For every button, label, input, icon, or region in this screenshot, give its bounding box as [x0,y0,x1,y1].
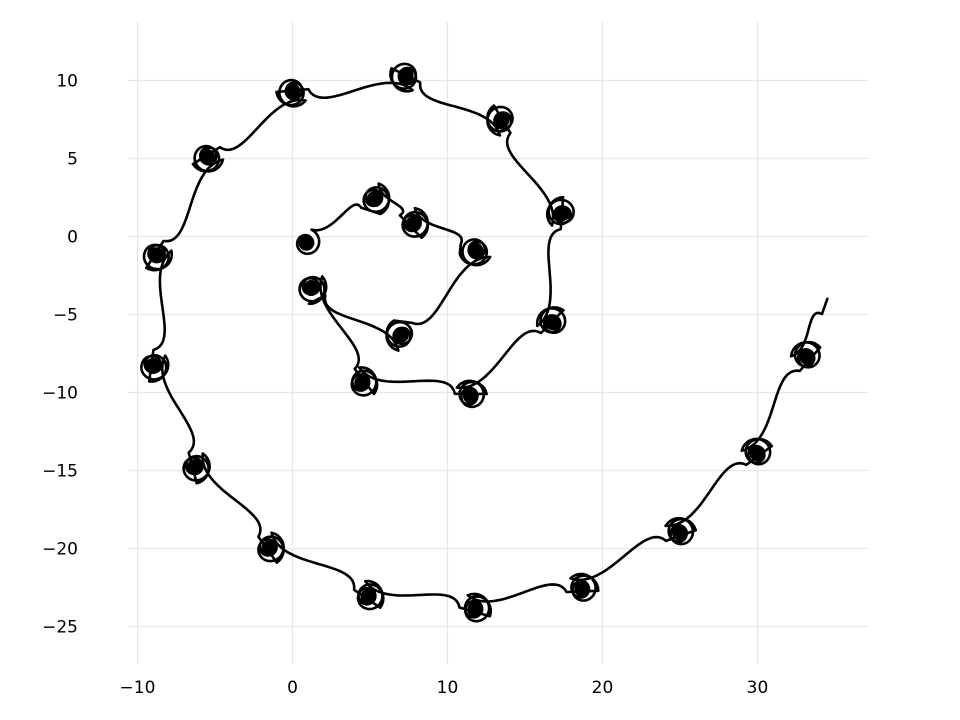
data-point [261,540,278,557]
x-tick-label: −10 [120,678,156,698]
data-point [186,459,203,476]
y-tick-label: 5 [67,150,78,170]
data-point [393,326,409,343]
y-tick-label: 10 [56,72,78,92]
data-point [574,581,591,598]
x-tick-label: 20 [592,678,614,698]
data-point [397,67,414,84]
data-point [145,357,161,374]
data-point [493,111,510,128]
x-tick-label: 0 [287,678,298,698]
data-point [199,148,216,165]
y-tick-label: −10 [42,384,78,404]
y-tick-label: 0 [67,228,78,248]
data-point [462,387,479,404]
data-point [672,524,688,541]
data-point [354,375,371,392]
y-tick-label: −20 [42,540,78,560]
x-tick-label: 30 [747,678,769,698]
data-point [298,234,315,251]
data-point [749,445,766,462]
x-tick-label: 10 [437,678,459,698]
y-tick-label: −15 [42,462,78,482]
series-line [140,62,829,623]
data-point [284,83,301,100]
data-point [799,348,816,365]
data-point [544,314,561,331]
data-point [303,279,320,296]
data-point [360,588,377,605]
tick-labels: −10 0 10 20 30 10 5 0 −5 −10 −15 −20 −25 [42,72,768,699]
data-point [554,205,571,222]
data-point [366,191,383,208]
y-tick-label: −5 [53,306,78,326]
data-point [405,216,422,233]
series-layer [140,62,829,623]
y-tick-label: −25 [42,618,78,638]
data-point [148,247,165,264]
data-point [467,242,484,259]
grid [128,22,868,664]
data-point [467,601,484,618]
